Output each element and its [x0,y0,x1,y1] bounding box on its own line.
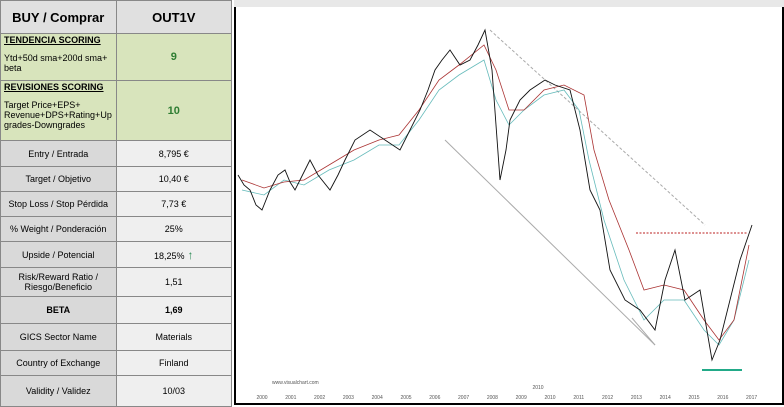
scoring-text: Ytd+50d sma+200d sma+ beta [4,53,108,73]
year-label: 2014 [660,395,671,401]
year-label: 2017 [746,395,757,401]
moving-average [241,44,750,341]
metric-value-text: 8,795 € [158,148,189,159]
year-label: 2010 [544,395,555,401]
price-chart: www.visualchart.com 2010 2000 2001 2002 200… [234,0,784,405]
metric-row: Risk/Reward Ratio / Riesgo/Beneficio 1,51 [0,267,232,297]
year-label: 2016 [717,395,728,401]
header-right: OUT1V [115,0,232,34]
trend-line [631,317,656,346]
year-label: 2002 [314,395,325,401]
up-arrow: ↑ [187,247,194,262]
metric-label: Entry / Entrada [0,140,117,167]
metric-value: Materials [115,323,232,351]
metric-row: % Weight / Ponderación 25% [0,216,232,242]
metric-value: 1,69 [115,296,232,324]
metric-value: 10,40 € [115,166,232,192]
source-label: www.visualchart.com [272,380,319,386]
metric-value: 18,25% ↑ [115,241,232,268]
metric-value-text: 10,40 € [158,174,189,184]
price-line [237,28,753,362]
year-label: 2004 [372,395,383,401]
metric-row: Entry / Entrada 8,795 € [0,140,232,167]
trend-line [489,29,706,226]
metric-value: 1,51 [115,267,232,297]
scoring-value: 10 [115,80,232,141]
metric-label: % Weight / Ponderación [0,216,117,242]
year-label: 2001 [285,395,296,401]
year-label: 2005 [400,395,411,401]
year-label: 2003 [343,395,354,401]
year-label: 2011 [573,395,584,401]
metric-value-text: 1,51 [164,277,183,287]
metric-row: Target / Objetivo 10,40 € [0,166,232,192]
metric-row: Stop Loss / Stop Pérdida 7,73 € [0,191,232,217]
metric-value-text: 7,73 € [161,199,187,209]
metric-label: Stop Loss / Stop Pérdida [0,191,117,217]
metric-label: BETA [0,296,117,324]
scoring-value: 9 [115,33,232,81]
metric-row: Country of Exchange Finland [0,350,232,376]
year-label: 2007 [458,395,469,401]
header-left: BUY / Comprar [0,0,117,34]
center-label: 2010 [532,385,543,391]
metric-label: Upside / Potencial [0,241,117,268]
metric-row: Validity / Validez 10/03 [0,375,232,407]
metric-value-text: 10/03 [162,386,186,396]
metric-value-text: 1,69 [164,305,183,315]
scoring-title: TENDENCIA SCORING [4,35,101,45]
metric-label: GICS Sector Name [0,323,117,351]
metric-value-text: Materials [155,332,192,342]
moving-average [241,59,750,346]
metric-value-text: Finland [158,358,189,368]
metric-value-text: 18,25% [153,250,185,261]
metric-value-text: 25% [164,224,183,234]
metric-value: 8,795 € [115,140,232,167]
scoring-row: TENDENCIA SCORING Ytd+50d sma+200d sma+ b… [0,33,232,81]
chart-toolbar [234,0,784,7]
scorecard-table: BUY / Comprar OUT1V TENDENCIA SCORING Ytd+… [0,0,232,407]
year-label: 2000 [256,395,267,401]
metric-value: Finland [115,350,232,376]
year-label: 2008 [487,395,498,401]
metric-label: Validity / Validez [0,375,117,407]
scoring-cell: TENDENCIA SCORING Ytd+50d sma+200d sma+ b… [0,33,117,81]
metric-value: 7,73 € [115,191,232,217]
year-label: 2006 [429,395,440,401]
metric-value: 25% [115,216,232,242]
metric-label: Risk/Reward Ratio / Riesgo/Beneficio [0,267,117,297]
year-label: 2009 [516,395,527,401]
scoring-text: Target Price+EPS+ Revenue+DPS+Rating+Up … [4,100,112,130]
metric-value: 10/03 [115,375,232,407]
metric-label: Target / Objetivo [0,166,117,192]
year-label: 2013 [631,395,642,401]
metric-row: Upside / Potencial 18,25% ↑ [0,241,232,268]
scoring-title: REVISIONES SCORING [4,82,104,92]
scoring-cell: REVISIONES SCORING Target Price+EPS+ Reve… [0,80,117,141]
scoring-row: REVISIONES SCORING Target Price+EPS+ Reve… [0,80,232,141]
year-label: 2012 [602,395,613,401]
metric-label: Country of Exchange [0,350,117,376]
trend-line [444,139,656,346]
year-label: 2015 [688,395,699,401]
metric-row: BETA 1,69 [0,296,232,324]
metric-row: GICS Sector Name Materials [0,323,232,351]
